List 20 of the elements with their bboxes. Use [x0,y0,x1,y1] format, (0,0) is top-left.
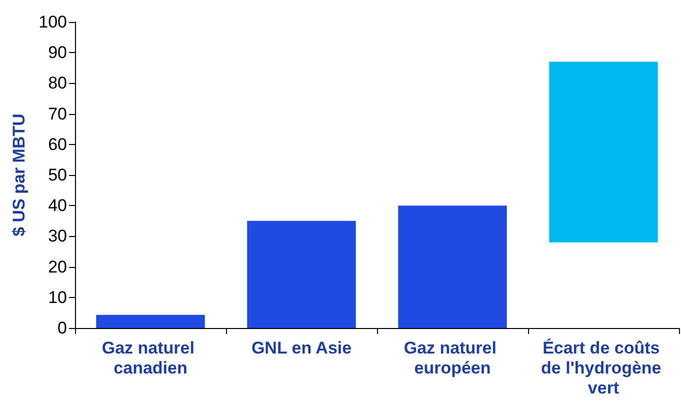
y-tick-label: 0 [58,318,67,338]
y-tick-label: 20 [48,257,67,276]
y-tick-label: 10 [48,288,67,307]
y-tick-label: 90 [48,43,67,62]
y-tick-label: 60 [48,134,67,154]
y-tick-label: 80 [48,74,67,93]
y-tick-label: 40 [48,196,67,216]
y-tick-label: 100 [38,12,67,32]
bar [398,206,507,328]
x-tick-label: Écart de coûts de l'hydrogène vert [541,338,666,398]
bar [549,62,658,242]
x-tick-label: Gaz naturel européen [404,338,502,378]
x-tick-label: Gaz naturel canadien [102,338,200,378]
x-tick-label: GNL en Asie [251,338,352,358]
bar [96,314,205,328]
y-tick-label: 50 [48,166,67,184]
y-tick-label: 70 [48,104,67,124]
bar [247,220,356,328]
y-tick-label: 30 [48,226,67,246]
y-axis-title: $ US par MBTU [10,114,29,236]
